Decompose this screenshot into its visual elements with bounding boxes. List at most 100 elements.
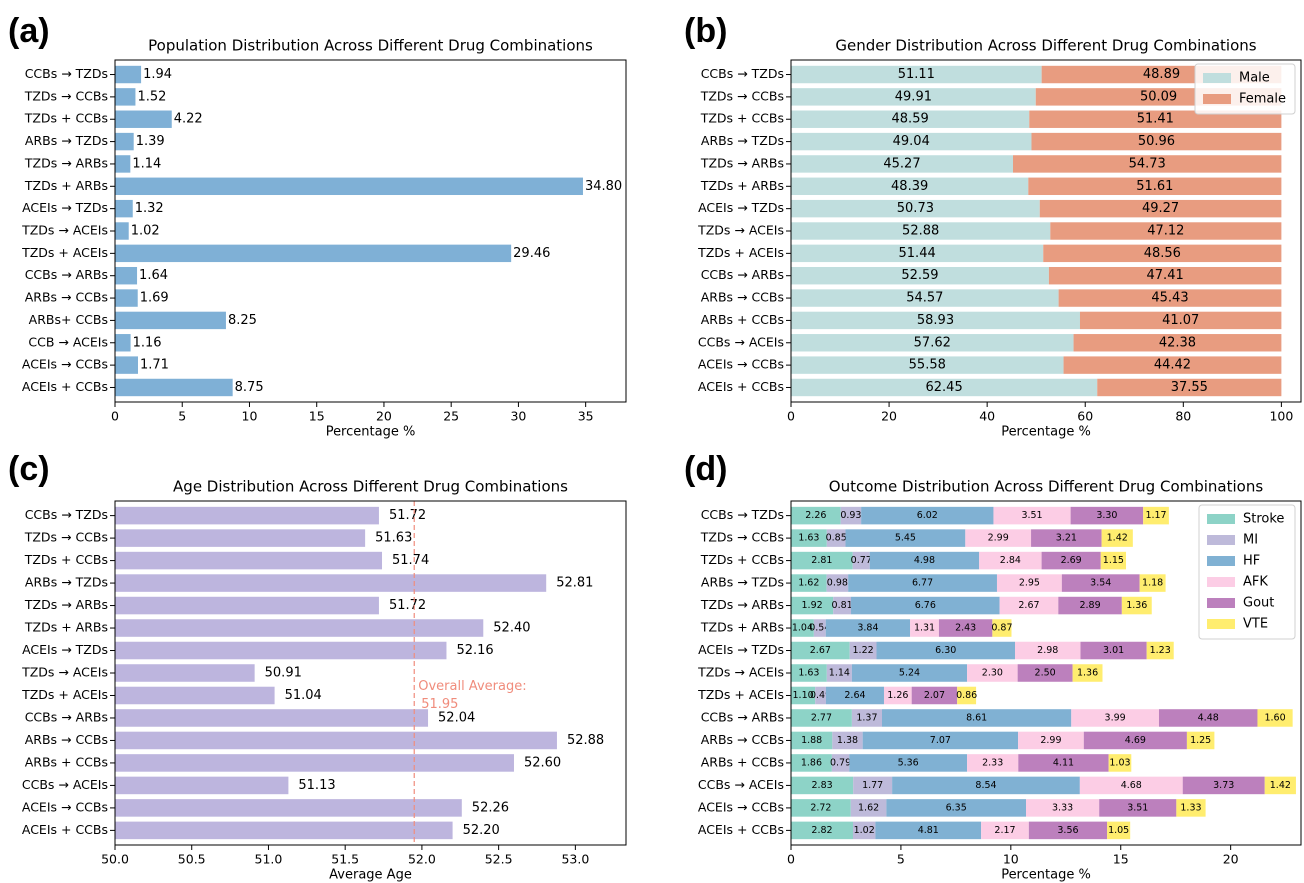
bar-segment-stroke bbox=[791, 686, 816, 705]
bar-segment-afk bbox=[1025, 799, 1100, 817]
bar-segment-vte bbox=[1121, 596, 1152, 615]
category-label: TZDs + ARBs bbox=[24, 620, 108, 635]
bar-segment-hf bbox=[825, 619, 911, 637]
bar-value-label: 52.16 bbox=[456, 643, 493, 658]
chart-title: Population Distribution Across Different… bbox=[148, 37, 593, 55]
category-label: CCBs → ARBs bbox=[25, 267, 108, 282]
bar-segment-gout bbox=[1041, 551, 1101, 570]
segment-label: 45.27 bbox=[883, 156, 920, 171]
bar-value-label: 1.69 bbox=[140, 291, 169, 306]
legend-swatch bbox=[1207, 598, 1235, 608]
reference-value: 51.95 bbox=[421, 697, 458, 712]
category-label: CCBs → ACEIs bbox=[698, 334, 784, 349]
bar bbox=[115, 155, 131, 173]
bar-segment-mi bbox=[831, 754, 850, 772]
bar-value-label: 51.13 bbox=[298, 778, 335, 793]
segment-label: 2.33 bbox=[982, 757, 1003, 768]
bar-value-label: 52.81 bbox=[556, 576, 593, 591]
x-tick-label: 35 bbox=[578, 409, 594, 424]
bar-segment-gout bbox=[1018, 754, 1109, 772]
segment-label: 3.54 bbox=[1090, 578, 1111, 589]
x-tick-label: 0 bbox=[787, 409, 795, 424]
bar-segment-female bbox=[1028, 177, 1282, 196]
legend-swatch bbox=[1203, 94, 1231, 104]
segment-label: 1.77 bbox=[862, 780, 883, 791]
segment-label: 51.11 bbox=[898, 67, 935, 82]
category-label: CCBs → ARBs bbox=[701, 709, 784, 724]
legend-entry: MI bbox=[1243, 533, 1258, 548]
category-label: TZDs → ARBs bbox=[24, 597, 108, 612]
segment-label: 3.51 bbox=[1021, 510, 1042, 521]
bar-value-label: 1.64 bbox=[139, 268, 168, 283]
bar-segment-stroke bbox=[791, 529, 827, 547]
bar bbox=[115, 289, 138, 307]
bar bbox=[115, 266, 138, 285]
bar bbox=[115, 506, 379, 525]
segment-label: 0.79 bbox=[830, 757, 851, 768]
category-label: ARBs + CCBs bbox=[25, 754, 108, 769]
bar-segment-afk bbox=[965, 529, 1032, 547]
segment-label: 47.12 bbox=[1147, 224, 1184, 239]
bar-segment-mi bbox=[840, 506, 862, 525]
bar-segment-stroke bbox=[791, 619, 814, 637]
segment-label: 2.99 bbox=[988, 533, 1009, 544]
bar-segment-mi bbox=[852, 821, 876, 840]
bar-segment-stroke bbox=[791, 754, 832, 772]
bar bbox=[115, 574, 547, 592]
bar-segment-afk bbox=[999, 596, 1059, 615]
segment-label: 0.87 bbox=[991, 623, 1012, 634]
bar-segment-afk bbox=[910, 619, 939, 637]
bar bbox=[115, 65, 142, 84]
segment-label: 0.49 bbox=[810, 690, 831, 701]
category-label: TZDs → CCBs bbox=[24, 88, 108, 103]
bar-segment-gout bbox=[1099, 799, 1177, 817]
bar-value-label: 51.72 bbox=[389, 508, 426, 523]
bar-segment-hf bbox=[886, 799, 1026, 817]
category-label: CCBs → TZDs bbox=[701, 66, 784, 81]
segment-label: 49.91 bbox=[895, 89, 932, 104]
bar-segment-hf bbox=[875, 821, 982, 840]
bar-segment-vte bbox=[1186, 731, 1215, 750]
legend-entry: HF bbox=[1243, 554, 1260, 569]
segment-label: 2.50 bbox=[1035, 668, 1056, 679]
segment-label: 51.41 bbox=[1137, 112, 1174, 127]
segment-label: 1.05 bbox=[1108, 825, 1129, 836]
bar bbox=[115, 334, 131, 352]
segment-label: 50.09 bbox=[1140, 89, 1177, 104]
legend-swatch bbox=[1207, 577, 1235, 587]
segment-label: 2.69 bbox=[1061, 555, 1082, 566]
category-label: TZDs → ACEIs bbox=[21, 223, 108, 238]
bar-value-label: 52.88 bbox=[567, 733, 604, 748]
segment-label: 0.54 bbox=[809, 623, 830, 634]
bar-segment-vte bbox=[1072, 664, 1103, 682]
bar bbox=[115, 551, 383, 570]
bar bbox=[115, 244, 512, 263]
category-label: TZDs + CCBs bbox=[700, 552, 784, 567]
category-label: TZDs + ACEIs bbox=[697, 245, 784, 260]
segment-label: 0.85 bbox=[826, 533, 847, 544]
category-label: TZDs + ACEIs bbox=[21, 245, 108, 260]
bar-segment-hf bbox=[848, 574, 997, 592]
bar-segment-hf bbox=[849, 754, 968, 772]
segment-label: 2.95 bbox=[1019, 578, 1040, 589]
segment-label: 1.22 bbox=[853, 645, 874, 656]
x-tick-label: 50.5 bbox=[178, 852, 206, 867]
chart-title: Age Distribution Across Different Drug C… bbox=[173, 478, 568, 496]
bar bbox=[115, 754, 514, 772]
bar-segment-gout bbox=[1083, 731, 1187, 750]
chart-title: Outcome Distribution Across Different Dr… bbox=[829, 478, 1264, 496]
category-label: ACEIs + CCBs bbox=[698, 379, 784, 394]
segment-label: 1.37 bbox=[856, 712, 877, 723]
bar-segment-gout bbox=[1182, 776, 1265, 795]
segment-label: 6.02 bbox=[917, 510, 938, 521]
bar-segment-stroke bbox=[791, 551, 853, 570]
bar-segment-hf bbox=[862, 731, 1019, 750]
bar-segment-afk bbox=[967, 664, 1018, 682]
legend-swatch bbox=[1207, 619, 1235, 629]
segment-label: 4.11 bbox=[1053, 757, 1074, 768]
bar-segment-female bbox=[1058, 289, 1282, 307]
bar-value-label: 1.02 bbox=[131, 224, 160, 239]
segment-label: 5.36 bbox=[898, 757, 919, 768]
bar-segment-male bbox=[791, 378, 1098, 397]
